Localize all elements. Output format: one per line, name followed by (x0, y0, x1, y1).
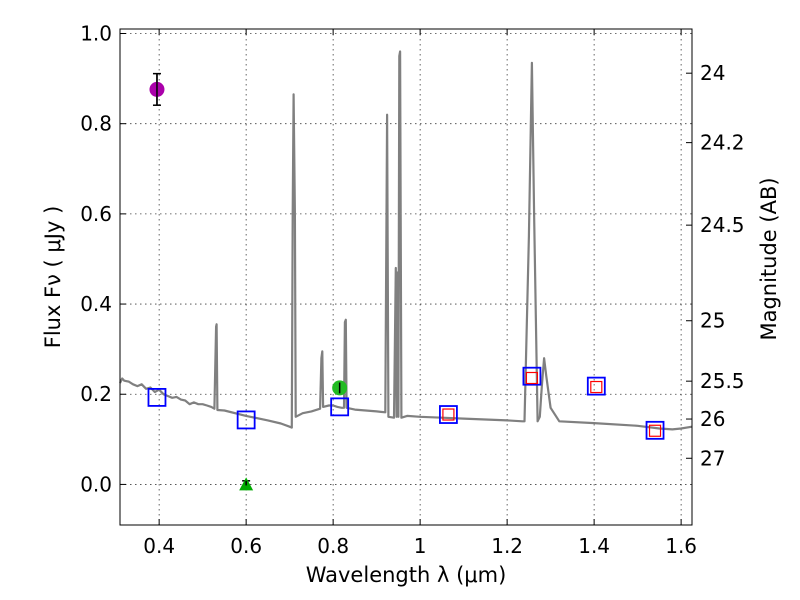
model-photometry-point (586, 376, 606, 396)
observed-photometry-point (590, 380, 603, 394)
right-tick-label: 24 (700, 61, 725, 85)
plot-frame (119, 28, 693, 526)
x-tick-label: 0.8 (317, 534, 349, 558)
y-tick-label: 0.0 (80, 472, 112, 496)
x-tick-label: 1 (414, 534, 427, 558)
y-tick-label: 0.8 (80, 112, 112, 136)
x-axis-label: Wavelength λ (μm) (306, 563, 507, 587)
right-tick-label: 26 (700, 407, 725, 431)
x-tick-label: 0.6 (230, 534, 262, 558)
right-tick-label: 24.5 (700, 213, 745, 237)
model-photometry-point (645, 420, 665, 440)
observed-photometry-point (648, 424, 662, 437)
right-tick-label: 24.2 (700, 131, 745, 155)
right-axis-label: Magnitude (AB) (757, 177, 781, 340)
right-tick-label: 25 (700, 309, 725, 333)
y-tick-label: 1.0 (80, 22, 112, 46)
y-axis-label: Flux Fν ( μJy ) (41, 206, 65, 349)
model-photometry-point (147, 387, 167, 407)
observed-photometry-point (442, 408, 455, 421)
model-photometry-point (522, 366, 542, 386)
tick-layer: 0.4 0.6 0.8 1 1.2 1.4 1.6 0.0 0.2 0.4 0.6 0.8 1.0 24 2… (80, 22, 744, 558)
series-layer (119, 50, 693, 431)
marker-layer (147, 72, 665, 491)
x-tick-label: 1.2 (491, 534, 523, 558)
x-tick-label: 1.4 (578, 534, 610, 558)
grid-layer (120, 29, 692, 525)
right-tick-label: 25.5 (700, 369, 745, 393)
y-tick-label: 0.2 (80, 382, 112, 406)
model-photometry-point (236, 410, 256, 430)
model-photometry-point (439, 405, 458, 424)
right-tick-label: 27 (700, 446, 725, 470)
x-tick-label: 0.4 (143, 534, 175, 558)
spectrum-line (119, 50, 693, 431)
y-tick-label: 0.6 (80, 202, 112, 226)
x-tick-label: 1.6 (665, 534, 697, 558)
model-photometry-point (330, 397, 350, 417)
observed-photometry-point (525, 371, 539, 385)
y-tick-label: 0.4 (80, 292, 112, 316)
